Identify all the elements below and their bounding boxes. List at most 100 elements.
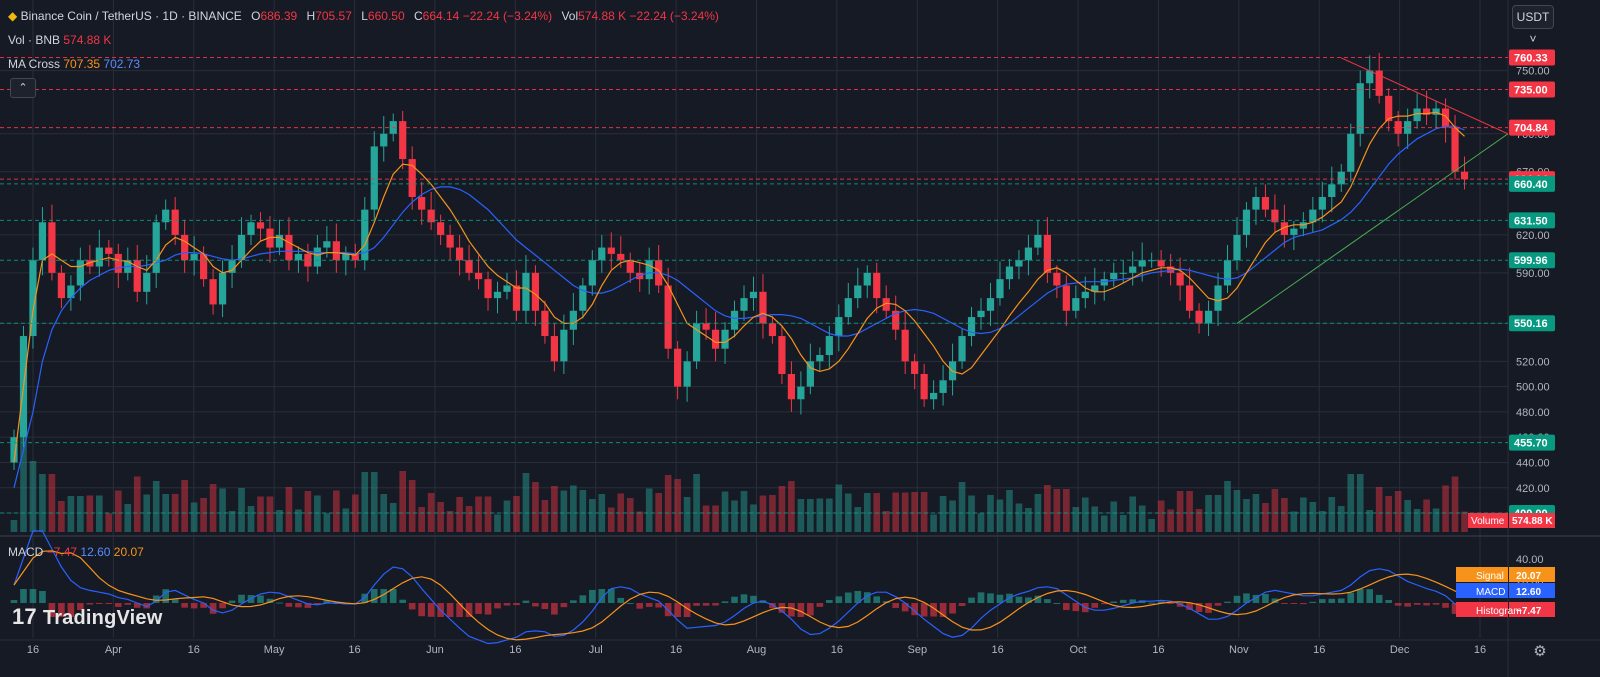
change-value: −22.24 (−3.24%) <box>462 9 553 23</box>
header-vol-label: Vol <box>561 9 579 23</box>
volume-bar <box>247 506 255 532</box>
volume-bar <box>1167 509 1174 532</box>
macd-histogram-bar <box>399 599 407 603</box>
macd-histogram-bar <box>323 600 331 603</box>
volume-bar <box>1063 489 1070 532</box>
volume-bar <box>863 493 871 532</box>
candle-body <box>1072 298 1080 311</box>
macd-histogram-bar <box>626 603 634 604</box>
volume-bar <box>86 495 94 532</box>
volume-bar <box>731 500 738 532</box>
currency-selector[interactable]: USDT ˅ <box>1512 5 1554 46</box>
candle-body <box>835 317 843 337</box>
macd-histogram-bar <box>769 603 776 609</box>
macd-histogram-bar <box>721 601 729 603</box>
volume-legend[interactable]: Vol · BNB 574.88 K <box>8 32 111 48</box>
volume-bar <box>333 490 340 532</box>
candle-body <box>152 222 160 273</box>
volume-bar <box>124 504 132 532</box>
symbol-title[interactable]: Binance Coin / TetherUS · 1D · BINANCE <box>20 9 242 23</box>
level-price-label: 455.70 <box>1514 438 1548 450</box>
collapse-legend-button[interactable]: ⌃ <box>10 78 36 98</box>
candle-body <box>560 329 568 362</box>
volume-bar <box>1195 509 1203 532</box>
x-tick-label: Jun <box>426 644 444 656</box>
volume-bar <box>541 500 549 532</box>
macd-histogram-bar <box>1300 603 1307 605</box>
macd-histogram-bar <box>152 595 160 603</box>
symbol-legend: ◆ Binance Coin / TetherUS · 1D · BINANCE… <box>8 8 719 24</box>
open-value: 686.39 <box>260 9 298 23</box>
candle-body <box>674 348 682 387</box>
macd-histogram-bar <box>190 603 198 609</box>
candle-body <box>626 260 634 273</box>
x-tick-label: Aug <box>747 644 767 656</box>
candle-body <box>408 159 416 197</box>
volume-bar <box>446 511 454 532</box>
macd-histogram-bar <box>844 592 852 603</box>
volume-bar <box>1205 495 1212 532</box>
candle-body <box>162 209 170 223</box>
volume-bar <box>285 487 293 532</box>
macd-tag-value-bg <box>1509 567 1555 582</box>
candle-body <box>237 234 246 261</box>
candle-body <box>702 323 710 330</box>
volume-bar <box>750 504 757 532</box>
macd-histogram-bar <box>1072 603 1080 612</box>
macd-histogram-bar <box>987 593 994 603</box>
macd-histogram-bar <box>1385 600 1392 603</box>
macd-histogram-bar <box>1025 597 1032 603</box>
candle-body <box>958 336 966 362</box>
macd-histogram-bar <box>314 603 321 605</box>
macd-tag-label: Signal <box>1476 571 1504 582</box>
macd-histogram-bar <box>228 600 236 603</box>
volume-bar <box>939 496 947 532</box>
volume-bar <box>1072 507 1080 532</box>
macd-histogram-bar <box>276 602 283 604</box>
candle-body <box>920 373 928 400</box>
x-tick-label: 16 <box>1152 644 1164 656</box>
macd-histogram-bar <box>257 595 264 603</box>
candle-body <box>399 121 407 160</box>
volume-bar <box>778 486 786 532</box>
macd-histogram-bar <box>1015 596 1023 603</box>
close-label: C <box>413 9 423 23</box>
candle-body <box>873 272 881 299</box>
candle-body <box>825 336 833 356</box>
candle-body <box>1024 247 1033 261</box>
volume-tag-value-bg <box>1509 513 1555 528</box>
x-tick-label: Sep <box>907 644 927 656</box>
x-tick-label: Apr <box>105 644 122 656</box>
gear-icon[interactable]: ⚙ <box>1533 643 1547 660</box>
macd-histogram-bar <box>1318 599 1326 603</box>
macd-histogram-bar <box>522 600 530 603</box>
volume-bar <box>276 510 283 532</box>
candle-body <box>1356 83 1364 134</box>
macd-tag-value: 20.07 <box>1516 571 1541 582</box>
macd-histogram-bar <box>266 598 274 603</box>
candle-body <box>190 253 198 261</box>
macd-legend[interactable]: MACD −7.47 12.60 20.07 <box>8 544 144 560</box>
candle-body <box>740 298 748 311</box>
macd-histogram-bar <box>1328 598 1336 603</box>
volume-bar <box>816 498 824 532</box>
candle-body <box>114 253 122 273</box>
macd-histogram-bar <box>645 603 653 607</box>
volume-bar <box>1110 501 1118 532</box>
candle-body <box>275 234 284 248</box>
macd-histogram-bar <box>418 603 425 617</box>
volume-bar <box>560 490 568 532</box>
volume-bar <box>1015 503 1023 532</box>
ma-cross-legend[interactable]: MA Cross 707.35 702.73 <box>8 56 140 72</box>
volume-bar <box>1224 481 1231 532</box>
macd-histogram-bar <box>114 603 122 607</box>
macd-histogram-bar <box>124 603 132 605</box>
volume-bar <box>797 499 805 532</box>
level-price-tag <box>1509 81 1555 98</box>
volume-bar <box>133 476 141 532</box>
macd-histogram-bar <box>617 597 625 603</box>
candle-body <box>778 336 786 374</box>
macd-histogram-bar <box>162 589 170 603</box>
volume-bar <box>570 485 577 532</box>
